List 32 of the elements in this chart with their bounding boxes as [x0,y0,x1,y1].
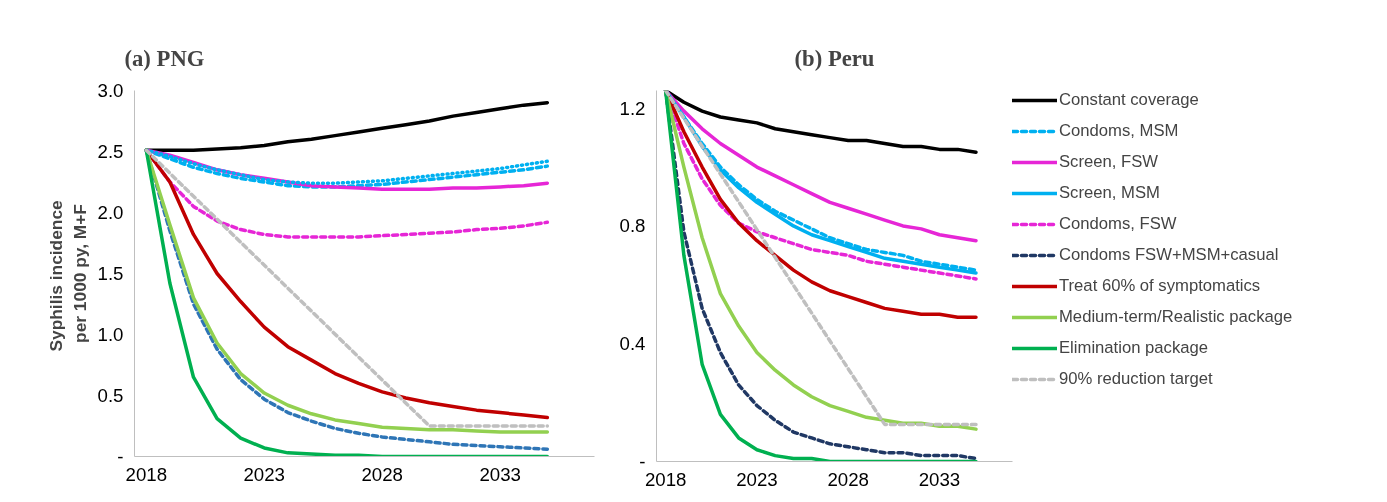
y-tick-label: 0.4 [619,333,646,355]
y-axis-title: Syphilis incidence per 1000 py, M+F [45,199,90,352]
chart-title: (a) PNG [124,45,205,71]
y-tick-label: - [639,451,646,472]
legend-label: 90% reduction target [1059,369,1213,389]
legend-label: Screen, FSW [1059,152,1159,172]
legend-label: Condoms, FSW [1059,214,1177,234]
legend-label: Condoms FSW+MSM+casual [1059,245,1279,265]
legend-label: Elimination package [1059,338,1209,358]
legend-label: Treat 60% of symptomatics [1059,276,1261,296]
y-tick-label: 2.5 [97,141,124,162]
x-tick-label: 2018 [125,463,168,485]
legend-label: Medium-term/Realistic package [1059,307,1293,327]
y-tick-label: 1.2 [619,97,646,119]
x-tick-label: 2028 [361,463,403,485]
chart-title: (b) Peru [794,45,875,71]
y-tick-label: 0.5 [97,385,124,406]
x-tick-label: 2023 [243,463,286,485]
legend-label: Constant coverage [1059,90,1199,110]
y-tick-label: 3.0 [97,80,124,101]
x-tick-label: 2033 [479,463,521,485]
legend-label: Condoms, MSM [1059,121,1179,141]
x-tick-label: 2033 [918,468,961,490]
y-tick-label: 0.8 [619,215,646,237]
x-tick-label: 2028 [827,468,869,490]
x-tick-label: 2018 [644,468,687,490]
y-tick-label: 1.0 [97,324,124,345]
y-tick-label: 1.5 [97,263,124,284]
y-tick-label: - [117,446,124,467]
y-tick-label: 2.0 [97,202,124,223]
legend-label: Screen, MSM [1059,183,1160,203]
x-tick-label: 2023 [736,468,778,490]
